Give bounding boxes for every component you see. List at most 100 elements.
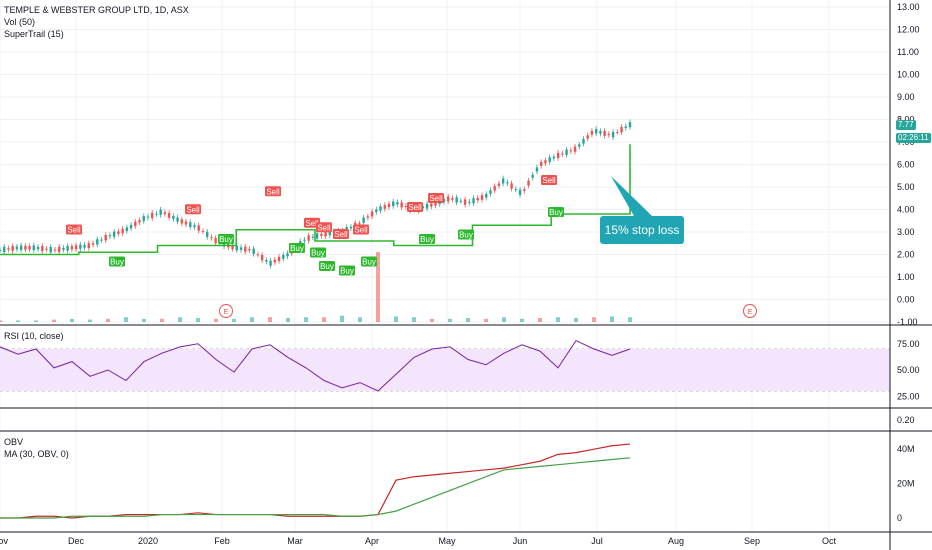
candle-body xyxy=(108,235,112,237)
volume-bar xyxy=(0,320,2,322)
buy-marker xyxy=(109,256,125,267)
candle-body xyxy=(552,156,556,159)
candle-body xyxy=(184,221,188,225)
candle-body xyxy=(561,153,564,155)
volume-bar xyxy=(124,317,128,322)
volume-bar xyxy=(502,317,506,322)
volume-bar xyxy=(34,320,38,322)
volume-bar xyxy=(466,318,470,322)
volume-bar xyxy=(106,318,110,322)
volume-indicator-label[interactable]: Vol (50) xyxy=(4,17,36,27)
volume-bar xyxy=(592,317,596,322)
buy-marker xyxy=(339,265,355,276)
earnings-marker xyxy=(219,304,233,318)
volume-bar xyxy=(394,316,398,322)
candle-body xyxy=(594,129,598,134)
candle-body xyxy=(79,244,82,249)
volume-bar xyxy=(268,317,272,322)
candle-body xyxy=(57,246,61,252)
candle-body xyxy=(87,243,90,249)
buy-marker xyxy=(419,234,435,244)
volume-bar xyxy=(556,317,560,322)
time-tick-label: Aug xyxy=(668,536,684,546)
sell-marker-label: Sell xyxy=(317,223,331,232)
candle-body xyxy=(117,231,120,234)
sell-marker-label: Sell xyxy=(305,219,319,228)
volume-bar xyxy=(574,318,578,322)
time-tick-label: Mar xyxy=(287,536,303,546)
buy-marker xyxy=(548,207,564,217)
buy-marker-label: Buy xyxy=(459,231,473,240)
sell-marker-label: Sell xyxy=(429,194,443,203)
time-tick-label: Dec xyxy=(68,536,85,546)
candle-body xyxy=(320,233,323,236)
volume-bar xyxy=(214,318,218,322)
candle-body xyxy=(53,249,57,251)
candle-body xyxy=(497,183,501,186)
buy-marker xyxy=(310,247,326,258)
rsi-tick-label: 75.00 xyxy=(897,339,920,349)
candle-body xyxy=(205,231,209,238)
price-tick-label: 13.00 xyxy=(897,2,920,12)
candle-body xyxy=(565,149,568,155)
sell-marker xyxy=(541,175,557,185)
time-tick-label: Jun xyxy=(513,536,528,546)
buy-marker-label: Buy xyxy=(219,235,233,244)
supertrail-indicator-label[interactable]: SuperTrail (15) xyxy=(4,29,64,39)
sell-marker-label: Sell xyxy=(186,205,200,214)
sell-marker-label: Sell xyxy=(542,176,556,185)
candle-body xyxy=(379,206,382,211)
candle-body xyxy=(540,161,543,166)
candle-body xyxy=(129,224,133,229)
price-tick-label: 3.00 xyxy=(897,227,915,237)
candle-body xyxy=(514,188,518,190)
candle-body xyxy=(286,253,289,257)
time-tick-label: Apr xyxy=(365,536,379,546)
buy-marker-label: Buy xyxy=(311,249,325,258)
volume-bar xyxy=(340,315,344,322)
candle-body xyxy=(45,248,48,250)
candle-body xyxy=(324,231,327,237)
price-tick-label: 2.00 xyxy=(897,250,915,260)
candle-body xyxy=(7,248,10,250)
candle-body xyxy=(425,203,429,209)
candle-body xyxy=(362,217,365,223)
candle-body xyxy=(70,246,74,250)
price-tick-label: 5.00 xyxy=(897,182,915,192)
price-tick-label: 4.00 xyxy=(897,205,915,215)
obv-ma-label[interactable]: MA (30, OBV, 0) xyxy=(4,449,69,459)
candle-body xyxy=(493,186,496,191)
time-axis[interactable]: Nov Dec 2020 Feb Mar Apr May Jun Jul Aug Sep Oct xyxy=(0,536,836,546)
candle-body xyxy=(624,126,627,128)
countdown-tag: 02:26:11 xyxy=(896,133,931,143)
time-tick-label: May xyxy=(438,536,456,546)
candle-body xyxy=(375,209,378,213)
rsi-label[interactable]: RSI (10, close) xyxy=(4,331,64,341)
obv-tick-label: 40M xyxy=(897,444,915,454)
candle-body xyxy=(189,222,192,228)
volume-bar xyxy=(70,318,74,322)
candle-body xyxy=(523,189,526,191)
obv-ma-line xyxy=(0,457,631,519)
obv-label[interactable]: OBV xyxy=(4,437,24,447)
candle-body xyxy=(100,239,103,241)
price-tick-label: 11.00 xyxy=(897,47,919,57)
candle-body xyxy=(586,135,589,139)
earnings-marker-label: E xyxy=(748,309,753,316)
candle-body xyxy=(404,206,408,208)
candle-body xyxy=(548,157,551,163)
obv-line xyxy=(0,443,631,519)
sell-marker xyxy=(185,204,201,215)
volume-bar xyxy=(484,318,488,322)
price-axis[interactable]: 13.0012.0011.0010.009.008.007.006.005.00… xyxy=(897,2,920,523)
symbol-title[interactable]: TEMPLE & WEBSTER GROUP LTD, 1D, ASX xyxy=(4,5,189,15)
candle-body xyxy=(248,249,251,251)
candle-body xyxy=(180,219,184,224)
sell-marker xyxy=(428,193,444,203)
candle-body xyxy=(15,246,19,250)
candle-body xyxy=(396,202,399,205)
candle-body xyxy=(244,246,247,252)
